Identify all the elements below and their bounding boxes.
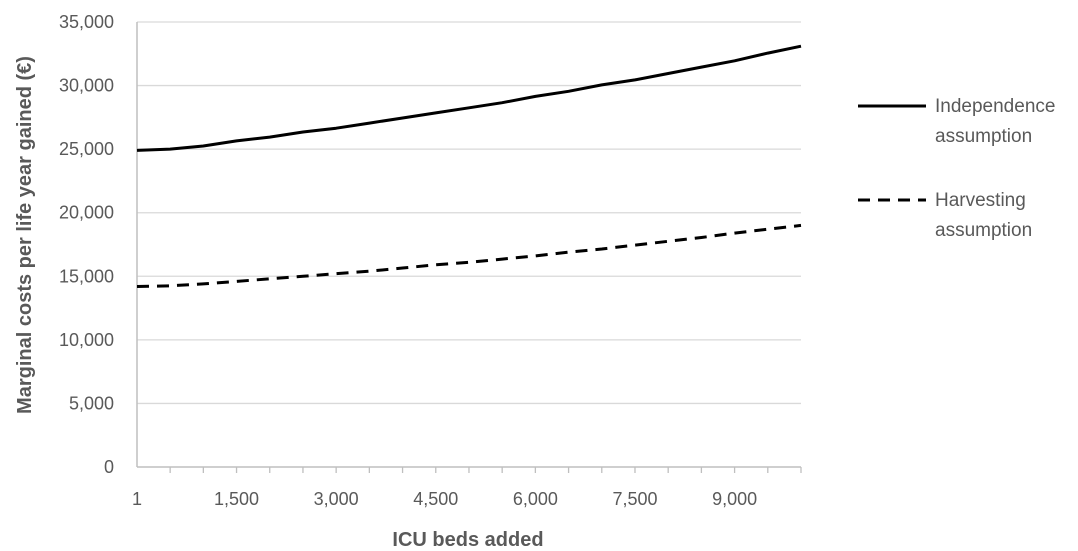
y-tick-label: 15,000 xyxy=(59,266,114,286)
y-tick-labels: 0 5,000 10,000 15,000 20,000 25,000 30,000 35,0… xyxy=(59,12,114,477)
y-tick-label: 0 xyxy=(104,457,114,477)
y-tick-label: 10,000 xyxy=(59,330,114,350)
y-tick-label: 30,000 xyxy=(59,76,114,96)
gridlines xyxy=(137,21,801,405)
legend-label-harvesting-line2: assumption xyxy=(935,220,1032,241)
axes xyxy=(136,22,802,473)
y-tick-label: 25,000 xyxy=(59,139,114,159)
y-tick-label: 20,000 xyxy=(59,203,114,223)
x-tick-labels: 1 1,500 3,000 4,500 6,000 7,500 9,000 xyxy=(132,489,757,509)
x-tick-label: 1 xyxy=(132,489,142,509)
y-tick-label: 5,000 xyxy=(69,393,114,413)
series-harvesting-line xyxy=(136,223,802,288)
series-lines xyxy=(136,44,802,288)
x-tick-label: 4,500 xyxy=(413,489,458,509)
y-tick-label: 35,000 xyxy=(59,12,114,32)
legend-label-harvesting-line1: Harvesting xyxy=(935,190,1026,211)
legend-label-independence-line2: assumption xyxy=(935,126,1032,147)
x-tick-label: 6,000 xyxy=(513,489,558,509)
legend-label-independence-line1: Independence xyxy=(935,96,1055,117)
series-independence-line xyxy=(136,44,802,152)
x-tick-label: 3,000 xyxy=(314,489,359,509)
y-axis-title: Marginal costs per life year gained (€) xyxy=(14,56,36,414)
x-tick-label: 1,500 xyxy=(214,489,259,509)
x-tick-label: 7,500 xyxy=(612,489,657,509)
legend: Independence assumption Harvesting assum… xyxy=(858,96,1055,241)
x-tick-label: 9,000 xyxy=(712,489,757,509)
x-axis-title: ICU beds added xyxy=(392,529,543,551)
